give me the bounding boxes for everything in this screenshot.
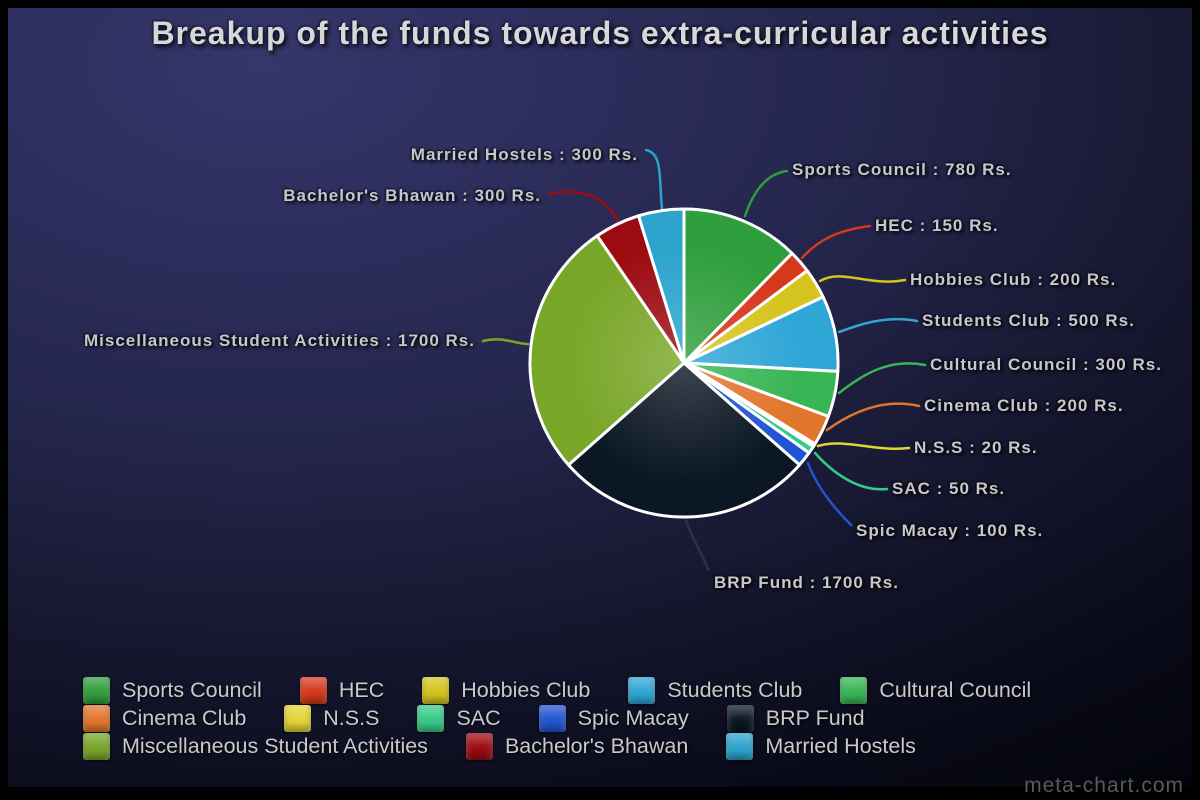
legend-label-hobbies-club: Hobbies Club [461, 678, 591, 702]
legend-swatch-n-s-s [284, 704, 312, 732]
legend-item-students-club: Students Club [628, 676, 802, 704]
legend-swatch-bachelor-s-bhawan [465, 732, 493, 760]
leader-line-hobbies-club [818, 275, 907, 283]
leader-line-n-s-s [816, 442, 911, 450]
leader-line-bachelor-s-bhawan [547, 190, 621, 225]
leader-line-married-hostels [644, 148, 664, 211]
legend-row-3: Miscellaneous Student Activities Bachelor… [83, 732, 1188, 760]
legend-label-bachelor-s-bhawan: Bachelor's Bhawan [504, 734, 689, 758]
legend-item-sac: SAC [417, 704, 501, 732]
legend-label-spic-macay: Spic Macay [577, 706, 689, 730]
legend-item-miscellaneous-student-activities: Miscellaneous Student Activities [83, 732, 428, 760]
chart-title: Breakup of the funds towards extra-curri… [151, 15, 1049, 51]
legend-label-hec: HEC [338, 678, 385, 702]
legend-label-miscellaneous-student-activities: Miscellaneous Student Activities [122, 734, 428, 758]
leader-line-cultural-council [837, 362, 927, 395]
leader-line-students-club [837, 317, 919, 334]
legend-swatch-miscellaneous-student-activities [83, 732, 110, 760]
legend-label-cultural-council: Cultural Council [879, 678, 1032, 702]
legend-item-cinema-club: Cinema Club [83, 704, 246, 732]
legend-swatch-sac [417, 704, 445, 732]
leader-line-sac [813, 451, 889, 491]
leader-line-brp-fund [684, 518, 710, 572]
legend-row-2: Cinema Club N.S.S SAC Spic Macay BRP Fund [83, 704, 1188, 732]
legend-label-sac: SAC [456, 706, 501, 730]
pie-wedges [528, 207, 840, 519]
legend-label-brp-fund: BRP Fund [765, 706, 865, 730]
leader-line-spic-macay [806, 461, 853, 527]
legend-item-hec: HEC [299, 676, 385, 704]
legend-swatch-hec [299, 676, 327, 704]
legend-swatch-brp-fund [726, 704, 754, 732]
legend-swatch-cultural-council [840, 676, 868, 704]
legend: Sports Council HEC Hobbies Club Students Cl… [83, 676, 1188, 760]
legend-item-sports-council: Sports Council [83, 676, 262, 704]
leader-line-cinema-club [825, 402, 921, 432]
legend-row-1: Sports Council HEC Hobbies Club Students Cl… [83, 676, 1188, 704]
legend-label-cinema-club: Cinema Club [122, 706, 247, 730]
legend-swatch-students-club [628, 676, 656, 704]
legend-swatch-hobbies-club [422, 676, 450, 704]
leader-line-hec [800, 224, 872, 260]
legend-swatch-sports-council [83, 676, 110, 704]
legend-item-cultural-council: Cultural Council [840, 676, 1031, 704]
legend-item-n-s-s: N.S.S [284, 704, 379, 732]
legend-label-sports-council: Sports Council [122, 678, 262, 702]
legend-label-married-hostels: Married Hostels [765, 734, 916, 758]
legend-item-brp-fund: BRP Fund [726, 704, 865, 732]
leader-line-sports-council [743, 169, 789, 218]
legend-item-hobbies-club: Hobbies Club [422, 676, 590, 704]
legend-swatch-cinema-club [83, 704, 110, 732]
legend-swatch-married-hostels [726, 732, 754, 760]
legend-item-spic-macay: Spic Macay [538, 704, 689, 732]
leader-line-miscellaneous-student-activities [481, 338, 530, 346]
legend-label-n-s-s: N.S.S [323, 706, 380, 730]
legend-item-married-hostels: Married Hostels [726, 732, 916, 760]
legend-swatch-spic-macay [538, 704, 566, 732]
legend-label-students-club: Students Club [667, 678, 803, 702]
watermark: meta-chart.com [1024, 774, 1184, 797]
legend-item-bachelor-s-bhawan: Bachelor's Bhawan [465, 732, 689, 760]
